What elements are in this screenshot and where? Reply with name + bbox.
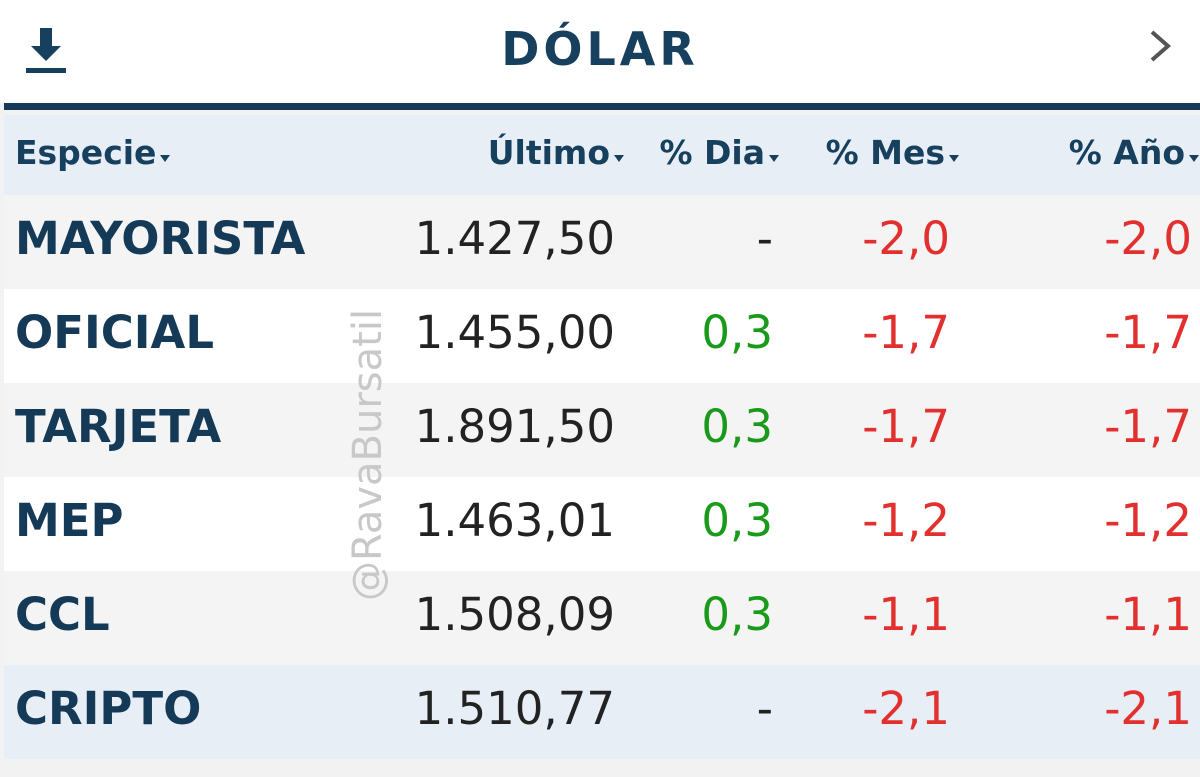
cell-value: 1.891,50 [414, 400, 615, 453]
sort-arrow[interactable] [1188, 153, 1200, 163]
column-header[interactable]: Especie [15, 133, 171, 172]
column-label: % Año [1068, 133, 1185, 172]
cell-value: -1,7 [1104, 400, 1192, 453]
cell-value: -1,2 [1104, 494, 1192, 547]
cell-value: -1,7 [862, 400, 950, 453]
cell-value: -1,1 [1104, 588, 1192, 641]
cell-value: -2,1 [862, 682, 950, 735]
table-row [4, 571, 1200, 665]
column-header[interactable]: Último [488, 133, 625, 172]
column-label: % Mes [825, 133, 945, 172]
cell-value: -2,0 [862, 212, 950, 265]
cell-value: -1,7 [1104, 306, 1192, 359]
cell-value: -2,0 [1104, 212, 1192, 265]
cell-value: 1.463,01 [414, 494, 615, 547]
cell-value: - [756, 682, 773, 735]
next-icon[interactable] [1146, 28, 1176, 64]
sort-arrow[interactable] [768, 153, 780, 163]
cell-value: 1.508,09 [414, 588, 615, 641]
sort-arrow[interactable] [613, 153, 625, 163]
cell-value: - [756, 212, 773, 265]
table-row [4, 665, 1200, 759]
cell-value: 0,3 [701, 400, 773, 453]
table-header [4, 115, 1200, 195]
cell-value: 1.510,77 [414, 682, 615, 735]
watermark: @RavaBursatil [345, 308, 391, 602]
cell-value: 1.427,50 [414, 212, 615, 265]
row-name: CCL [15, 588, 110, 641]
cell-value: 0,3 [701, 494, 773, 547]
cell-value: -1,7 [862, 306, 950, 359]
column-header[interactable]: % Mes [826, 133, 960, 172]
cell-value: 0,3 [701, 306, 773, 359]
cell-value: 1.455,00 [414, 306, 615, 359]
row-name: TARJETA [15, 400, 222, 453]
column-header[interactable]: % Año [1069, 133, 1200, 172]
sort-arrow[interactable] [948, 153, 960, 163]
top-bar [0, 0, 1200, 103]
row-name: MAYORISTA [15, 212, 306, 265]
column-label: Último [487, 133, 610, 172]
table-row [4, 195, 1200, 289]
row-name: OFICIAL [15, 306, 215, 359]
sort-arrow[interactable] [159, 153, 171, 163]
download-icon[interactable] [22, 24, 70, 78]
column-label: % Dia [659, 133, 765, 172]
cell-value: -2,1 [1104, 682, 1192, 735]
row-name: MEP [15, 494, 124, 547]
column-label: Especie [15, 133, 157, 172]
title: DÓLAR [501, 22, 699, 76]
header-rule [4, 103, 1200, 110]
column-header[interactable]: % Dia [659, 133, 780, 172]
table-row [4, 289, 1200, 383]
row-name: CRIPTO [15, 682, 202, 735]
cell-value: 0,3 [701, 588, 773, 641]
cell-value: -1,1 [862, 588, 950, 641]
cell-value: -1,2 [862, 494, 950, 547]
table-row [4, 477, 1200, 571]
table-row [4, 383, 1200, 477]
